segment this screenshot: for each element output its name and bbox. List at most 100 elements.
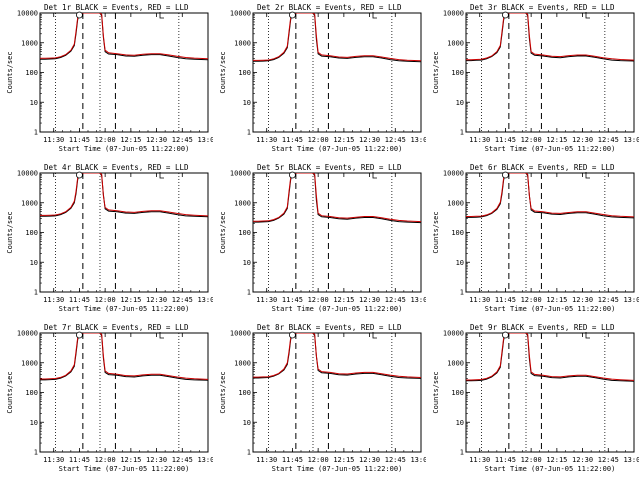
x-tick-label: 11:45	[69, 296, 90, 304]
bracket-marker	[159, 12, 164, 19]
x-tick-label: 12:00	[521, 456, 542, 464]
x-tick-label: 12:45	[172, 456, 193, 464]
y-tick-label: 10	[456, 259, 464, 267]
detector-panel: Det 3r BLACK = Events, RED = LLD 1 10 100 10…	[426, 0, 639, 160]
detector-panel: Det 9r BLACK = Events, RED = LLD 1 10 100 10…	[426, 320, 639, 480]
lld-series-line	[40, 333, 208, 380]
x-tick-label: 12:30	[359, 136, 380, 144]
panel-title: Det 9r BLACK = Events, RED = LLD	[470, 323, 615, 332]
x-tick-label: 12:45	[385, 136, 406, 144]
x-tick-label: 12:30	[572, 136, 593, 144]
y-tick-label: 1	[247, 129, 251, 137]
y-tick-label: 10000	[230, 10, 251, 18]
bracket-marker	[372, 332, 377, 339]
bracket-marker	[585, 172, 590, 179]
x-tick-label: 12:30	[146, 136, 167, 144]
lld-series-line	[40, 13, 208, 60]
x-axis-label: Start Time (07-Jun-05 11:22:00)	[59, 145, 190, 153]
x-tick-label: 13:00	[623, 296, 639, 304]
y-tick-label: 10	[243, 419, 251, 427]
x-tick-label: 11:45	[69, 456, 90, 464]
x-tick-label: 11:45	[495, 456, 516, 464]
x-tick-label: 12:15	[333, 296, 354, 304]
y-tick-label: 1000	[234, 39, 251, 47]
x-tick-label: 12:15	[546, 296, 567, 304]
x-axis-label: Start Time (07-Jun-05 11:22:00)	[59, 465, 190, 473]
x-axis-label: Start Time (07-Jun-05 11:22:00)	[485, 465, 616, 473]
detector-chart: Det 3r BLACK = Events, RED = LLD 1 10 100 10…	[432, 3, 639, 153]
x-axis-label: Start Time (07-Jun-05 11:22:00)	[272, 305, 403, 313]
x-tick-label: 11:30	[469, 456, 490, 464]
y-axis-label: Counts/sec	[219, 51, 227, 93]
y-tick-label: 10	[243, 99, 251, 107]
y-tick-label: 10000	[17, 170, 38, 178]
x-tick-label: 11:45	[495, 136, 516, 144]
x-tick-label: 13:00	[623, 136, 639, 144]
detector-chart: Det 4r BLACK = Events, RED = LLD 1 10 100 10…	[6, 163, 213, 313]
x-tick-label: 12:15	[333, 456, 354, 464]
x-tick-label: 12:45	[598, 456, 619, 464]
plot-frame	[465, 332, 635, 453]
circle-marker	[76, 11, 83, 19]
x-tick-label: 12:15	[546, 136, 567, 144]
plot-frame	[39, 172, 209, 293]
detector-panel: Det 1r BLACK = Events, RED = LLD 1 10 100 10…	[0, 0, 213, 160]
y-axis-label: Counts/sec	[219, 371, 227, 413]
detector-panel: Det 2r BLACK = Events, RED = LLD 1 10 100 10…	[213, 0, 426, 160]
y-tick-label: 100	[238, 229, 251, 237]
circle-marker	[289, 11, 296, 19]
x-axis-label: Start Time (07-Jun-05 11:22:00)	[272, 145, 403, 153]
y-tick-label: 100	[238, 389, 251, 397]
detector-chart: Det 8r BLACK = Events, RED = LLD 1 10 100 10…	[219, 323, 426, 473]
y-tick-label: 10000	[443, 330, 464, 338]
x-tick-label: 12:00	[308, 136, 329, 144]
bracket-marker	[585, 12, 590, 19]
y-tick-label: 10	[30, 99, 38, 107]
detector-chart: Det 6r BLACK = Events, RED = LLD 1 10 100 10…	[432, 163, 639, 313]
x-tick-label: 11:30	[43, 136, 64, 144]
x-tick-label: 12:00	[95, 136, 116, 144]
y-tick-label: 10000	[443, 170, 464, 178]
events-series-line	[466, 333, 634, 382]
x-tick-label: 12:00	[308, 456, 329, 464]
y-tick-label: 10000	[230, 330, 251, 338]
detector-chart: Det 9r BLACK = Events, RED = LLD 1 10 100 10…	[432, 323, 639, 473]
events-series-line	[253, 173, 421, 224]
lld-series-line	[40, 173, 208, 217]
x-tick-label: 12:00	[308, 296, 329, 304]
lld-series-line	[253, 13, 421, 62]
plot-frame	[39, 332, 209, 453]
events-series-line	[40, 333, 208, 381]
x-tick-label: 12:15	[546, 456, 567, 464]
x-tick-label: 12:30	[572, 456, 593, 464]
plot-frame	[252, 12, 422, 133]
detector-panel: Det 6r BLACK = Events, RED = LLD 1 10 100 10…	[426, 160, 639, 320]
x-tick-label: 11:45	[282, 136, 303, 144]
x-tick-label: 12:30	[146, 296, 167, 304]
x-tick-label: 11:30	[43, 296, 64, 304]
y-tick-label: 10	[30, 419, 38, 427]
panel-title: Det 6r BLACK = Events, RED = LLD	[470, 163, 615, 172]
x-tick-label: 12:00	[521, 136, 542, 144]
y-tick-label: 1	[247, 289, 251, 297]
y-tick-label: 1	[247, 449, 251, 457]
x-tick-label: 12:45	[385, 296, 406, 304]
y-tick-label: 1	[460, 129, 464, 137]
plot-frame	[39, 12, 209, 133]
detector-chart: Det 7r BLACK = Events, RED = LLD 1 10 100 10…	[6, 323, 213, 473]
y-axis-label: Counts/sec	[219, 211, 227, 253]
x-tick-label: 11:45	[282, 296, 303, 304]
x-tick-label: 11:30	[469, 136, 490, 144]
y-tick-label: 10	[243, 259, 251, 267]
bracket-marker	[372, 12, 377, 19]
x-tick-label: 12:15	[120, 296, 141, 304]
panel-title: Det 2r BLACK = Events, RED = LLD	[257, 3, 402, 12]
x-tick-label: 12:45	[172, 296, 193, 304]
y-tick-label: 1000	[21, 359, 38, 367]
lld-series-line	[466, 13, 634, 61]
circle-marker	[76, 331, 83, 339]
bracket-marker	[585, 332, 590, 339]
x-tick-label: 12:15	[120, 456, 141, 464]
x-tick-label: 13:00	[197, 136, 213, 144]
x-tick-label: 12:30	[359, 296, 380, 304]
